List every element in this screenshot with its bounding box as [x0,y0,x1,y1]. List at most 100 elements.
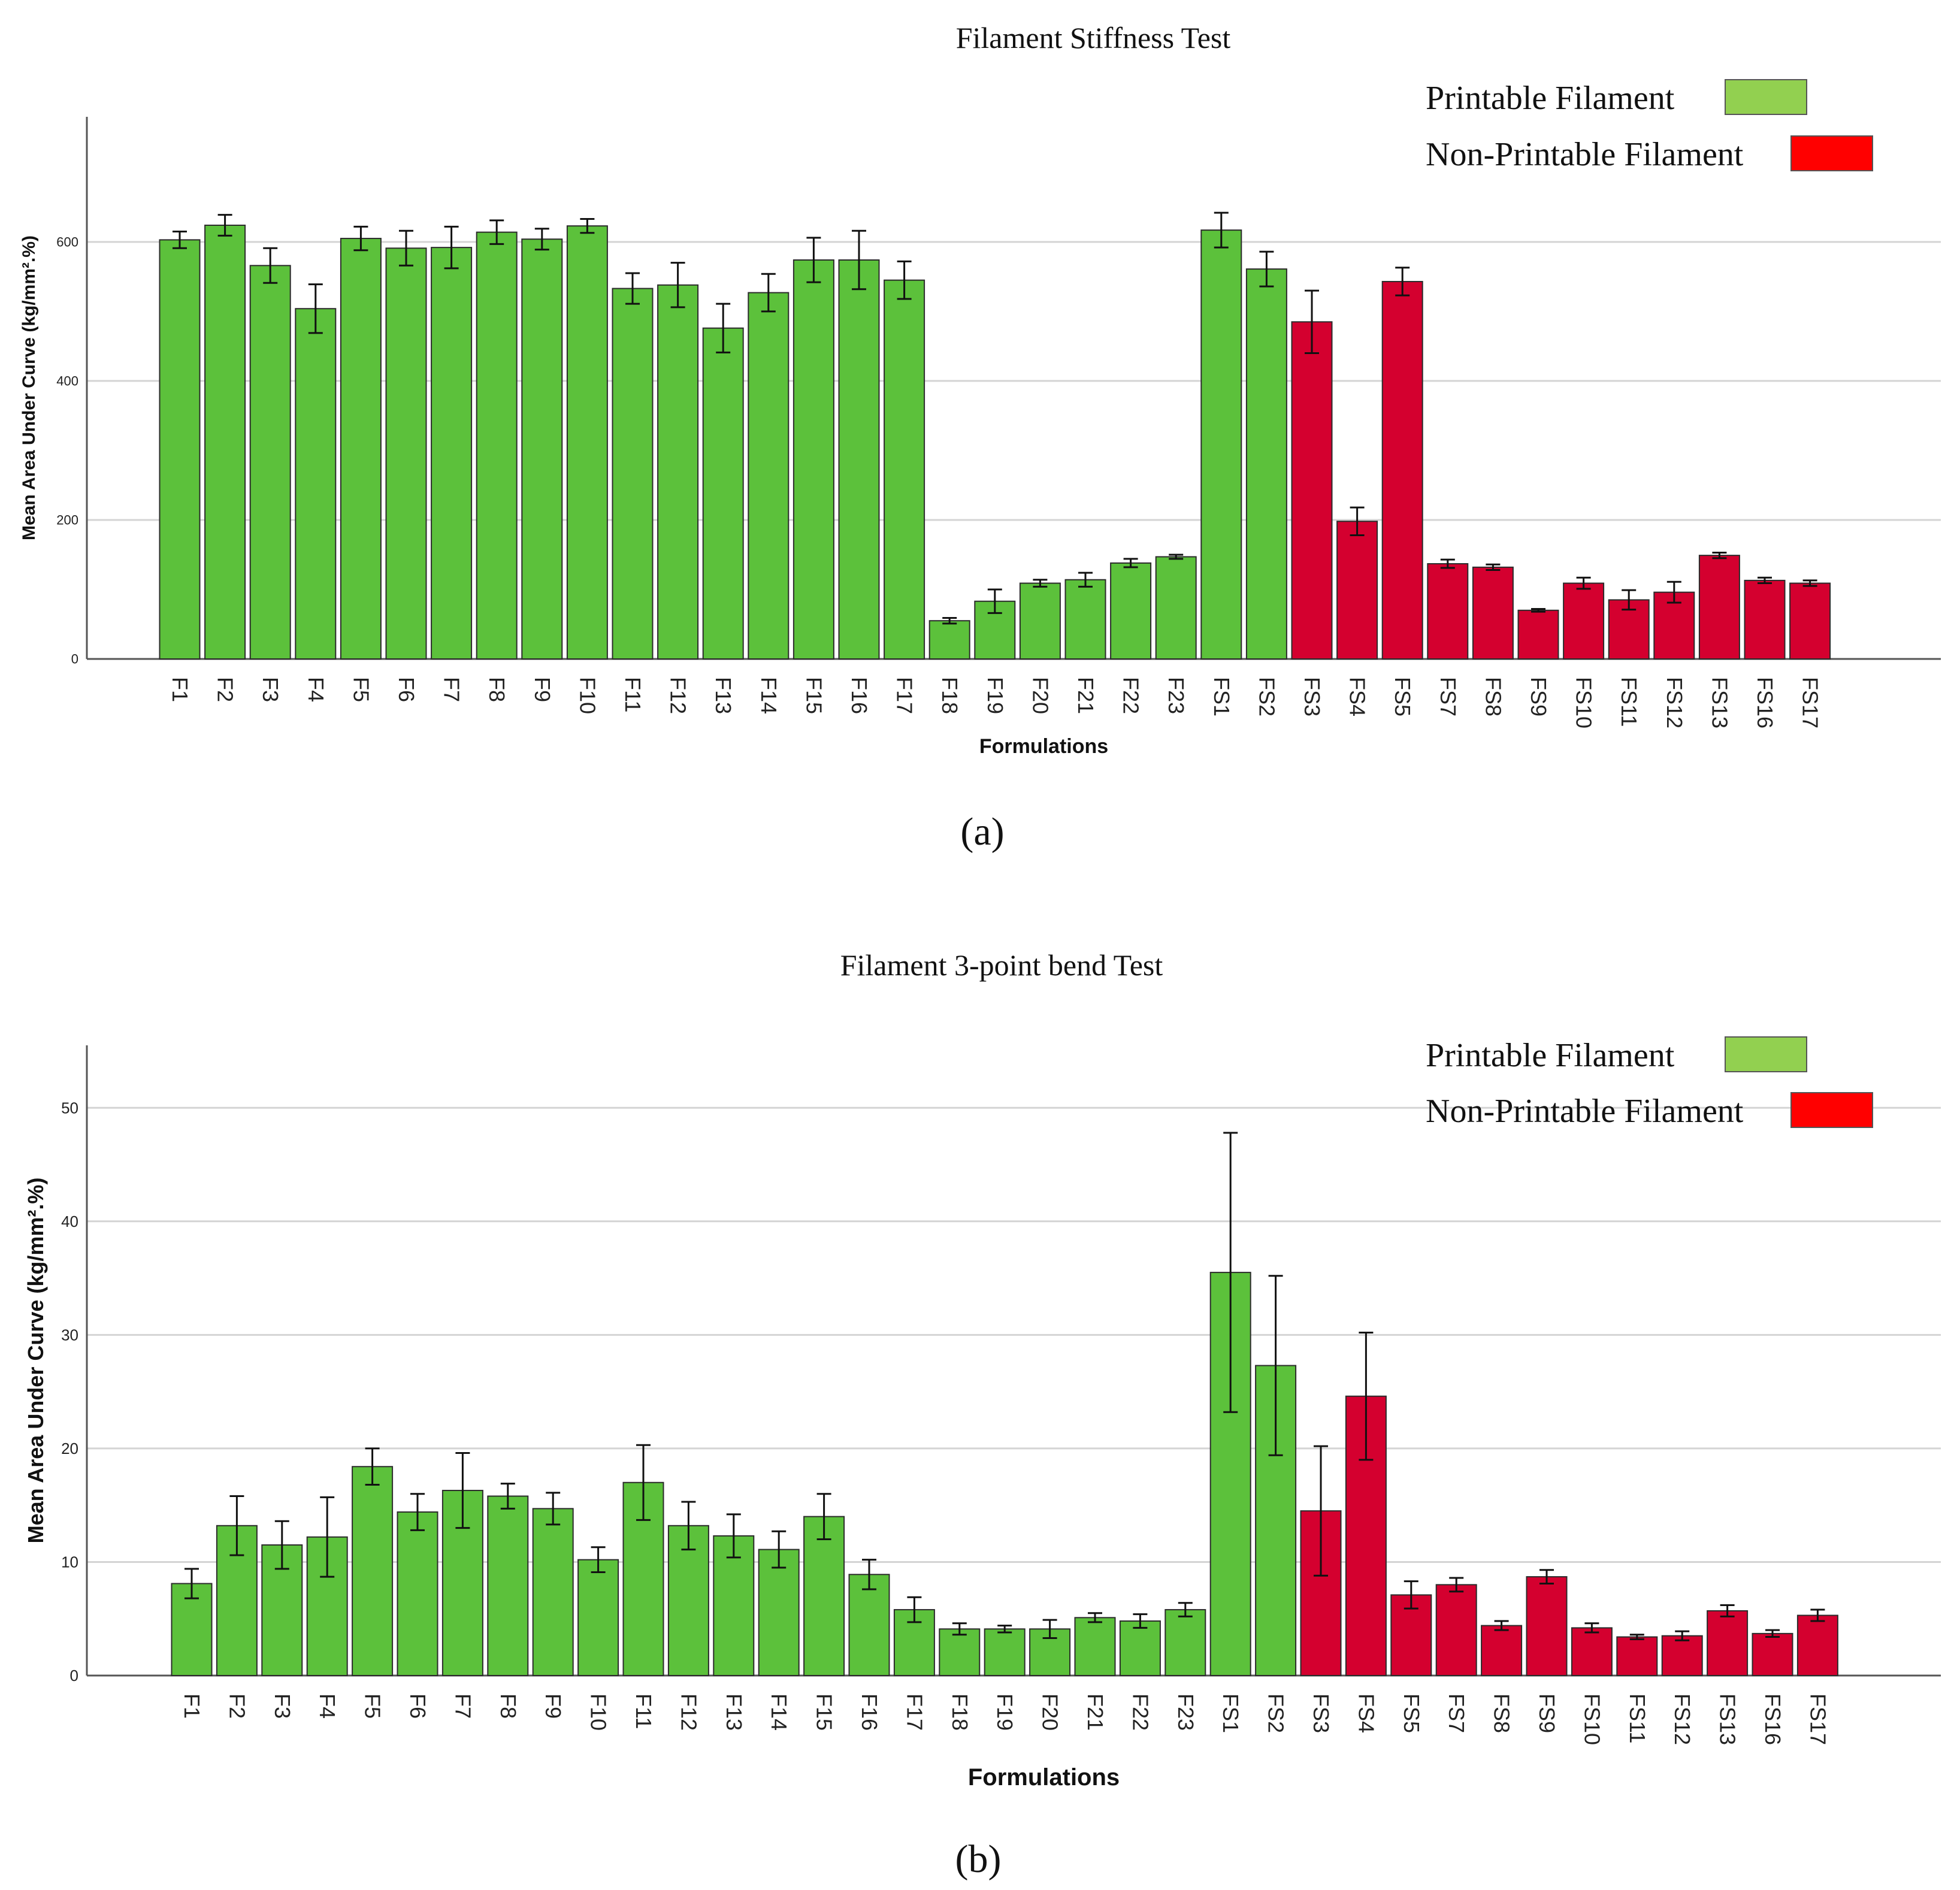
error-bar-F13 [716,303,731,353]
error-bar-FS1 [1223,1132,1238,1413]
x-tick-label: FS17 [1805,1694,1830,1745]
x-tick-label: F19 [993,1694,1017,1731]
error-bar-F8 [500,1483,515,1510]
error-bar-FS17 [1802,579,1817,587]
bar-F20 [1019,582,1061,660]
x-tick-label: F19 [983,677,1008,714]
x-tick-label: F18 [937,677,962,714]
error-bar-F23 [1178,1602,1193,1617]
legend-swatch-nonprintable [1790,135,1873,171]
x-tick-label: F18 [948,1694,972,1731]
error-bar-FS10 [1576,576,1591,590]
x-tick-label: F5 [349,677,373,702]
bar-F17 [884,279,925,660]
error-bar-FS8 [1494,1620,1509,1631]
x-tick-label: F12 [666,677,691,714]
x-tick-label: F23 [1164,677,1188,714]
error-bar-FS8 [1486,563,1501,571]
error-bar-F3 [274,1520,289,1570]
x-tick-label: F9 [541,1694,565,1719]
bar-FS10 [1563,582,1605,660]
y-tick-label: 400 [56,374,78,389]
legend-label-printable: Printable Filament [1426,1037,1675,1074]
x-tick-label: F20 [1038,1694,1063,1731]
legend-swatch-printable [1725,1036,1807,1072]
x-tick-label: FS11 [1625,1694,1650,1743]
bar-F5 [340,238,382,660]
bar-F7 [431,247,473,660]
bar-F1 [159,239,201,660]
x-tick-label: F17 [893,677,917,714]
error-bar-FS17 [1810,1608,1825,1622]
error-bar-F15 [816,1493,831,1541]
x-tick-label: F21 [1083,1694,1108,1731]
bar-FS17 [1796,1614,1838,1677]
error-bar-FS5 [1404,1580,1418,1610]
bar-F23 [1164,1609,1206,1677]
x-tick-label: F17 [902,1694,927,1731]
legend-label-nonprintable: Non-Printable Filament [1426,1093,1744,1130]
x-tick-label: F11 [631,1694,656,1729]
error-bar-F5 [353,225,368,252]
bar-F14 [748,292,790,660]
error-bar-F20 [1042,1619,1057,1639]
error-bar-F12 [681,1501,696,1551]
chart-title: Filament Stiffness Test [956,21,1231,55]
y-axis-title: Mean Area Under Curve (kg/mm².%) [19,235,39,540]
x-tick-label: FS3 [1300,677,1324,716]
error-bar-F6 [399,229,413,267]
x-tick-label: FS4 [1345,677,1370,716]
error-bar-F9 [534,228,549,251]
bar-FS12 [1661,1635,1703,1677]
x-tick-label: F4 [304,677,328,702]
x-tick-label: F3 [258,677,283,702]
bar-F18 [939,1628,981,1676]
error-bar-F2 [229,1495,244,1556]
bar-F9 [532,1508,574,1676]
x-tick-label: FS5 [1390,677,1415,716]
x-tick-label: FS4 [1354,1694,1378,1733]
error-bar-F22 [1123,558,1138,568]
error-bar-FS3 [1305,289,1319,354]
x-tick-label: FS13 [1716,1694,1740,1745]
x-tick-label: F8 [485,677,509,702]
legend-swatch-nonprintable [1790,1092,1873,1128]
error-bar-F16 [852,229,866,291]
bar-F23 [1155,556,1197,660]
y-tick-label: 0 [70,1667,78,1685]
legend-label-nonprintable: Non-Printable Filament [1426,136,1744,173]
x-tick-label: F10 [586,1694,611,1731]
x-tick-label: F16 [857,1694,882,1731]
error-bar-FS11 [1622,589,1637,611]
error-bar-FS9 [1539,1569,1554,1584]
bar-F15 [803,1516,845,1676]
x-tick-label: F15 [801,677,826,714]
error-bar-F10 [580,218,595,234]
x-tick-label: F14 [757,677,781,714]
bar-F8 [487,1495,529,1676]
x-tick-label: F11 [621,677,645,712]
x-tick-label: FS16 [1753,677,1777,728]
x-tick-label: F6 [394,677,419,702]
x-tick-label: FS9 [1526,677,1551,716]
bar-FS1 [1200,229,1242,660]
bar-F13 [702,327,744,660]
bar-F10 [577,1559,619,1676]
x-tick-label: FS8 [1490,1694,1514,1733]
y-tick-label: 50 [61,1099,78,1117]
x-axis-title: Formulations [968,1764,1120,1791]
error-bar-FS10 [1584,1622,1599,1634]
bar-FS13 [1707,1610,1749,1677]
bar-F19 [984,1628,1026,1676]
bar-FS9 [1526,1576,1568,1676]
x-tick-label: F13 [722,1694,746,1731]
bar-F18 [928,620,970,660]
bar-F22 [1119,1620,1161,1676]
bar-F16 [848,1574,890,1676]
x-tick-label: F15 [812,1694,837,1731]
legend-swatch-printable [1725,79,1807,115]
bar-F13 [713,1535,755,1676]
error-bar-F10 [591,1546,606,1574]
bar-F9 [521,238,563,660]
